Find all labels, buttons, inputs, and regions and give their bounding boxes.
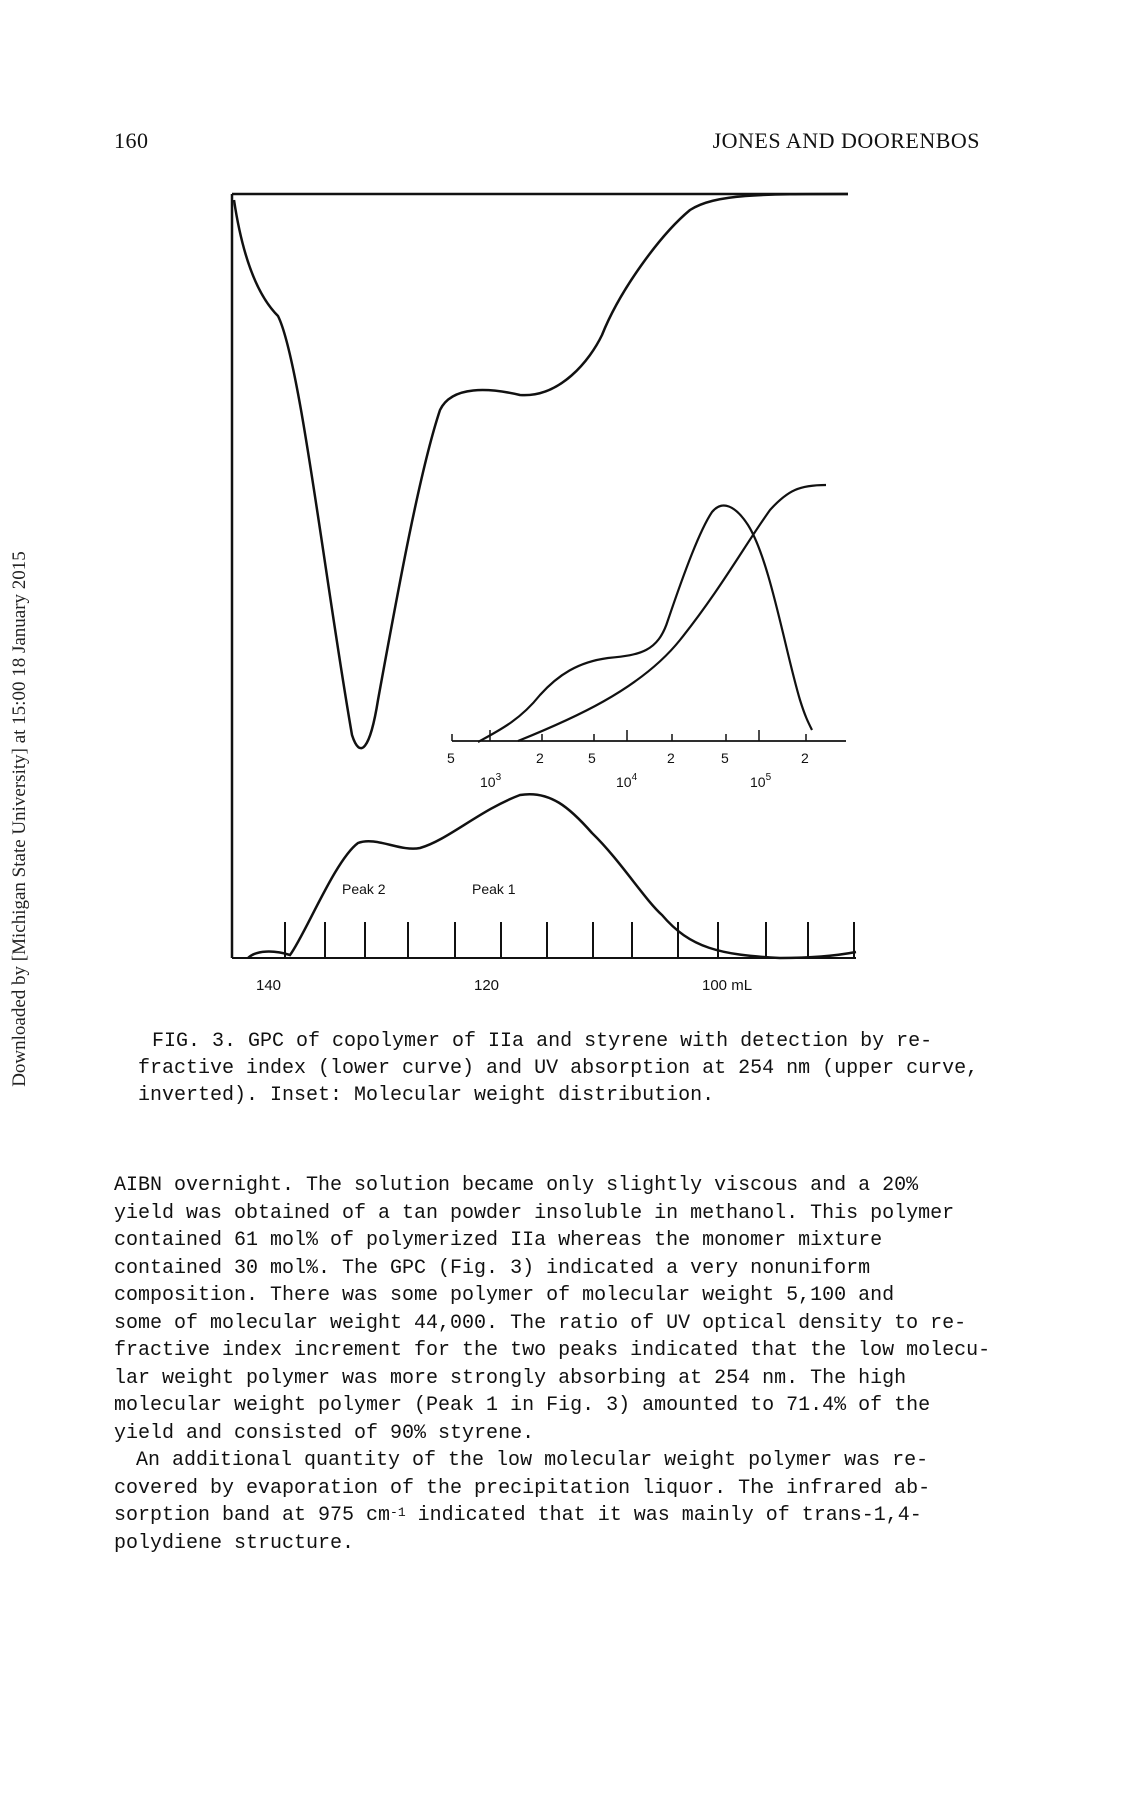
text-segment: indicated that it was mainly of trans-1,… bbox=[405, 1504, 922, 1527]
figure-3: 140 120 100 mL Peak 2 Peak 1 5 2 5 2 5 2 bbox=[230, 192, 857, 994]
inset-ticks bbox=[451, 730, 807, 741]
x-label-120: 120 bbox=[474, 977, 499, 994]
decade-exponent: 4 bbox=[632, 772, 638, 783]
x-label-140: 140 bbox=[256, 977, 281, 994]
text-line: covered by evaporation of the precipitat… bbox=[114, 1476, 931, 1500]
caption-line: inverted). Inset: Molecular weight distr… bbox=[138, 1084, 715, 1107]
text-line: fractive index increment for the two pea… bbox=[114, 1339, 991, 1362]
decade-base: 10 bbox=[616, 774, 632, 790]
caption-line: FIG. 3. GPC of copolymer of IIa and styr… bbox=[152, 1030, 933, 1053]
decade-exponent: 3 bbox=[496, 772, 502, 783]
decade-exponent: 5 bbox=[766, 772, 772, 783]
text-line: composition. There was some polymer of m… bbox=[114, 1284, 895, 1307]
text-line: contained 61 mol% of polymerized IIa whe… bbox=[114, 1229, 883, 1252]
caption-line: fractive index (lower curve) and UV abso… bbox=[138, 1057, 979, 1080]
text-line: some of molecular weight 44,000. The rat… bbox=[114, 1311, 967, 1335]
inset-decade-10-4: 104 bbox=[616, 772, 638, 790]
inset-tick-5c: 5 bbox=[721, 750, 729, 766]
inset-tick-2b: 2 bbox=[667, 750, 675, 766]
body-text: AIBN overnight. The solution became only… bbox=[114, 1172, 1014, 1557]
inset-tick-5b: 5 bbox=[588, 750, 596, 766]
refractive-index-curve bbox=[247, 792, 857, 960]
text-line: An additional quantity of the low molecu… bbox=[136, 1449, 929, 1472]
inset-tick-2c: 2 bbox=[801, 750, 809, 766]
text-line: yield and consisted of 90% styrene. bbox=[114, 1421, 535, 1445]
figure-3-graph: 140 120 100 mL Peak 2 Peak 1 5 2 5 2 5 2 bbox=[230, 192, 857, 994]
x-label-100ml: 100 mL bbox=[702, 977, 752, 994]
text-line: AIBN overnight. The solution became only… bbox=[114, 1174, 919, 1197]
inset-decade-10-3: 103 bbox=[480, 772, 502, 790]
inset-cumulative-curve bbox=[517, 483, 827, 743]
paragraph-1: AIBN overnight. The solution became only… bbox=[114, 1172, 1014, 1447]
inset-decade-10-5: 105 bbox=[750, 772, 772, 790]
text-segment: sorption band at 975 cm bbox=[114, 1504, 391, 1527]
text-line: yield was obtained of a tan powder insol… bbox=[114, 1201, 955, 1225]
decade-base: 10 bbox=[480, 774, 496, 790]
figure-caption: FIG. 3. GPC of copolymer of IIa and styr… bbox=[138, 1028, 1020, 1109]
inset-tick-5a: 5 bbox=[447, 750, 455, 766]
text-line: polydiene structure. bbox=[114, 1531, 355, 1555]
text-line: contained 30 mol%. The GPC (Fig. 3) indi… bbox=[114, 1256, 871, 1280]
text-line: molecular weight polymer (Peak 1 in Fig.… bbox=[114, 1394, 931, 1417]
running-title: JONES AND DOORENBOS bbox=[712, 128, 980, 153]
text-line: sorption band at 975 cm-1 indicated that… bbox=[114, 1502, 1014, 1530]
inset-distribution-curve bbox=[477, 504, 813, 743]
text-line: lar weight polymer was more strongly abs… bbox=[114, 1366, 907, 1390]
page-number: 160 bbox=[114, 128, 149, 153]
peak-1-label: Peak 1 bbox=[472, 881, 516, 897]
decade-base: 10 bbox=[750, 774, 766, 790]
baseline-ticks bbox=[284, 922, 855, 958]
paragraph-2: An additional quantity of the low molecu… bbox=[114, 1447, 1014, 1557]
peak-2-label: Peak 2 bbox=[342, 881, 386, 897]
uv-absorption-curve bbox=[232, 192, 849, 750]
inset-tick-2a: 2 bbox=[536, 750, 544, 766]
superscript: -1 bbox=[390, 1505, 406, 1520]
